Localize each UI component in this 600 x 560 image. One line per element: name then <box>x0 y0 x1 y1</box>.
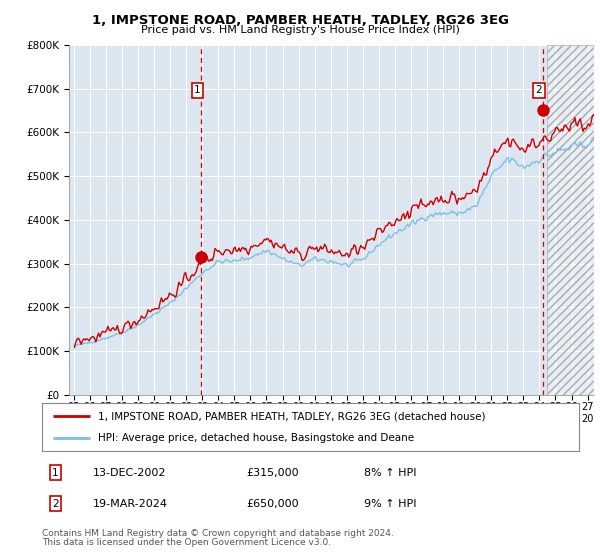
Text: 2: 2 <box>535 85 542 95</box>
Text: 1, IMPSTONE ROAD, PAMBER HEATH, TADLEY, RG26 3EG (detached house): 1, IMPSTONE ROAD, PAMBER HEATH, TADLEY, … <box>98 411 486 421</box>
Text: £315,000: £315,000 <box>246 468 299 478</box>
Text: HPI: Average price, detached house, Basingstoke and Deane: HPI: Average price, detached house, Basi… <box>98 433 415 443</box>
Text: £650,000: £650,000 <box>246 499 299 509</box>
Text: This data is licensed under the Open Government Licence v3.0.: This data is licensed under the Open Gov… <box>42 538 331 547</box>
Bar <box>547 45 596 395</box>
Text: 13-DEC-2002: 13-DEC-2002 <box>93 468 167 478</box>
Text: 19-MAR-2024: 19-MAR-2024 <box>93 499 168 509</box>
Text: 1: 1 <box>194 85 201 95</box>
Text: 2: 2 <box>52 499 59 509</box>
Text: 9% ↑ HPI: 9% ↑ HPI <box>364 499 416 509</box>
Text: 1: 1 <box>52 468 59 478</box>
Text: 8% ↑ HPI: 8% ↑ HPI <box>364 468 416 478</box>
Text: Price paid vs. HM Land Registry's House Price Index (HPI): Price paid vs. HM Land Registry's House … <box>140 25 460 35</box>
Text: 1, IMPSTONE ROAD, PAMBER HEATH, TADLEY, RG26 3EG: 1, IMPSTONE ROAD, PAMBER HEATH, TADLEY, … <box>91 14 509 27</box>
Text: Contains HM Land Registry data © Crown copyright and database right 2024.: Contains HM Land Registry data © Crown c… <box>42 529 394 538</box>
Bar <box>547 45 596 395</box>
